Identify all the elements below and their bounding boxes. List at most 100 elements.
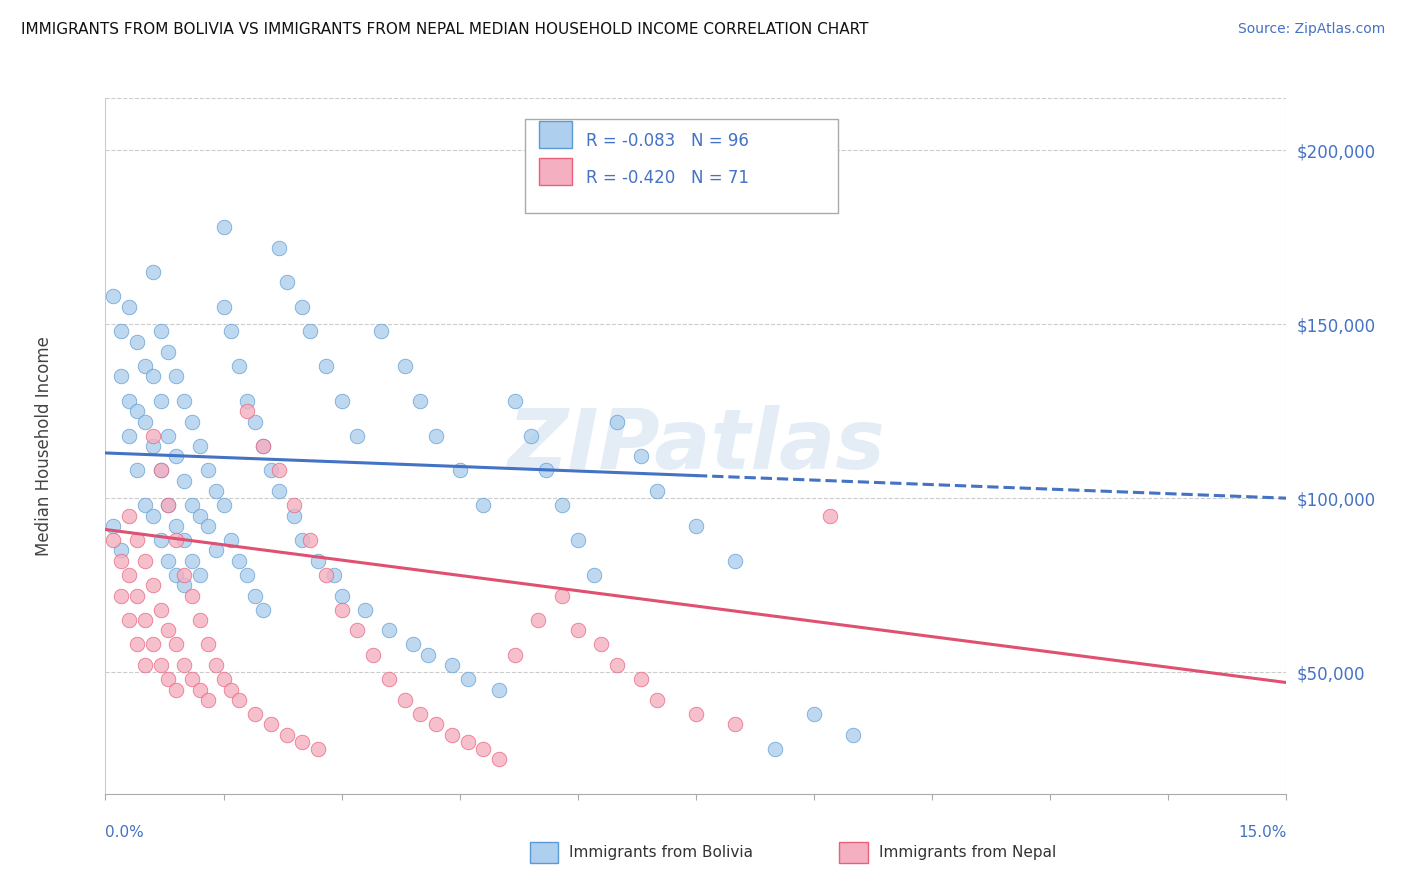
- Point: [118, 613, 141, 627]
- Point: [149, 602, 172, 616]
- Point: [221, 533, 243, 547]
- Point: [165, 682, 187, 697]
- Point: [149, 533, 172, 547]
- Point: [221, 682, 243, 697]
- Point: [519, 428, 541, 442]
- Point: [361, 648, 384, 662]
- Point: [173, 533, 195, 547]
- Point: [307, 554, 329, 568]
- Point: [197, 519, 219, 533]
- Point: [354, 602, 377, 616]
- Point: [236, 404, 259, 418]
- Point: [307, 741, 329, 756]
- Point: [118, 508, 141, 523]
- Point: [551, 589, 574, 603]
- Point: [149, 658, 172, 673]
- Point: [378, 624, 401, 638]
- Point: [472, 741, 495, 756]
- Point: [425, 717, 447, 731]
- Point: [149, 393, 172, 408]
- Point: [457, 735, 479, 749]
- Point: [142, 428, 165, 442]
- Point: [125, 533, 148, 547]
- Point: [685, 519, 707, 533]
- Point: [606, 658, 628, 673]
- Point: [283, 508, 305, 523]
- Point: [291, 735, 314, 749]
- Point: [283, 498, 305, 512]
- Point: [110, 543, 132, 558]
- Point: [330, 589, 353, 603]
- Point: [212, 498, 235, 512]
- Point: [149, 463, 172, 477]
- Point: [149, 324, 172, 338]
- Point: [440, 728, 463, 742]
- Point: [527, 613, 550, 627]
- Point: [228, 359, 250, 373]
- Point: [165, 533, 187, 547]
- Point: [134, 498, 156, 512]
- Point: [582, 567, 605, 582]
- Point: [212, 672, 235, 686]
- Point: [488, 682, 510, 697]
- Point: [243, 415, 266, 429]
- Point: [267, 241, 290, 255]
- Text: Median Household Income: Median Household Income: [35, 336, 53, 556]
- Point: [330, 393, 353, 408]
- Point: [228, 554, 250, 568]
- Point: [567, 533, 589, 547]
- Point: [197, 463, 219, 477]
- Point: [591, 637, 613, 651]
- Bar: [839, 842, 868, 863]
- Point: [252, 439, 274, 453]
- Point: [110, 554, 132, 568]
- Text: IMMIGRANTS FROM BOLIVIA VS IMMIGRANTS FROM NEPAL MEDIAN HOUSEHOLD INCOME CORRELA: IMMIGRANTS FROM BOLIVIA VS IMMIGRANTS FR…: [21, 22, 869, 37]
- Point: [536, 463, 558, 477]
- Point: [378, 672, 401, 686]
- Point: [630, 672, 652, 686]
- Point: [212, 219, 235, 234]
- Point: [724, 554, 747, 568]
- Point: [173, 393, 195, 408]
- Point: [724, 717, 747, 731]
- Point: [645, 693, 668, 707]
- Point: [252, 439, 274, 453]
- Point: [142, 578, 165, 592]
- Point: [842, 728, 865, 742]
- Point: [394, 359, 416, 373]
- Point: [267, 484, 290, 499]
- Point: [125, 334, 148, 349]
- Point: [276, 728, 298, 742]
- Point: [157, 345, 180, 359]
- Point: [197, 637, 219, 651]
- Point: [188, 682, 211, 697]
- Point: [803, 706, 825, 721]
- Point: [173, 578, 195, 592]
- Point: [763, 741, 786, 756]
- Point: [260, 463, 283, 477]
- Point: [134, 359, 156, 373]
- Point: [425, 428, 447, 442]
- Point: [488, 752, 510, 766]
- FancyBboxPatch shape: [538, 158, 572, 186]
- Point: [330, 602, 353, 616]
- Point: [110, 589, 132, 603]
- Point: [188, 567, 211, 582]
- Point: [110, 324, 132, 338]
- Point: [142, 508, 165, 523]
- FancyBboxPatch shape: [524, 119, 838, 213]
- Point: [370, 324, 392, 338]
- Text: Source: ZipAtlas.com: Source: ZipAtlas.com: [1237, 22, 1385, 37]
- Point: [110, 369, 132, 384]
- Point: [181, 672, 204, 686]
- Text: 0.0%: 0.0%: [105, 825, 145, 840]
- Point: [157, 672, 180, 686]
- Point: [125, 589, 148, 603]
- Text: Immigrants from Bolivia: Immigrants from Bolivia: [569, 846, 754, 860]
- Point: [503, 393, 526, 408]
- Point: [125, 637, 148, 651]
- Point: [181, 589, 204, 603]
- Point: [181, 415, 204, 429]
- Point: [165, 369, 187, 384]
- Point: [125, 404, 148, 418]
